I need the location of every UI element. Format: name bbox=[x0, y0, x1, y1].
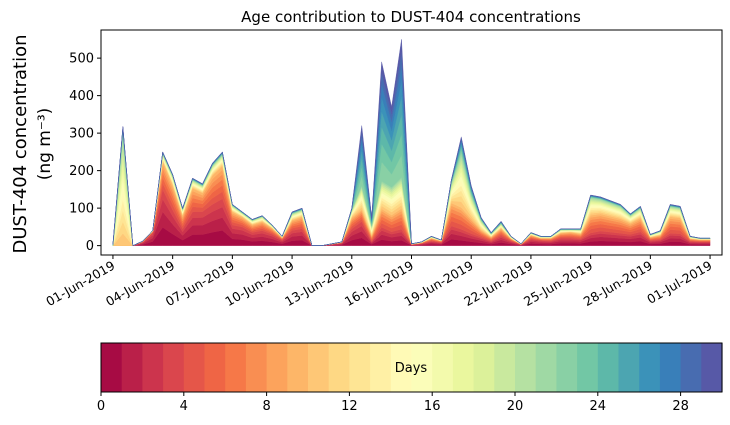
colorbar-tick-label: 0 bbox=[97, 399, 105, 414]
colorbar-bin bbox=[618, 343, 640, 392]
colorbar-bin bbox=[535, 343, 557, 392]
colorbar-bin bbox=[577, 343, 599, 392]
y-axis: 0 100 200 300 400 500 bbox=[69, 52, 101, 254]
colorbar-bin bbox=[308, 343, 330, 392]
colorbar-tick-label: 20 bbox=[507, 399, 524, 414]
y-axis-label-line2: (ng m⁻³) bbox=[35, 108, 55, 181]
colorbar-bin bbox=[680, 343, 702, 392]
colorbar-frame bbox=[100, 342, 723, 393]
colorbar-tick-label: 12 bbox=[341, 399, 358, 414]
colorbar-bin bbox=[494, 343, 516, 392]
colorbar-bin bbox=[597, 343, 620, 392]
colorbar-bin bbox=[370, 343, 392, 392]
colorbar-bin bbox=[245, 343, 268, 392]
colorbar-tick-label: 4 bbox=[180, 399, 188, 414]
colorbar-bin bbox=[515, 343, 537, 392]
colorbar-bin bbox=[328, 343, 350, 392]
colorbar-bin bbox=[266, 343, 288, 392]
colorbar-bin bbox=[163, 343, 185, 392]
y-axis-label-line1: DUST-404 concentration bbox=[10, 34, 31, 253]
colorbar-bin bbox=[121, 343, 143, 392]
colorbar-bin bbox=[287, 343, 309, 392]
colorbar: 0 4 8 12 16 20 24 28 bbox=[97, 342, 723, 414]
colorbar-bin bbox=[390, 343, 413, 392]
x-axis: 01-Jun-201904-Jun-201907-Jun-201910-Jun-… bbox=[43, 255, 715, 309]
plot-areas bbox=[112, 39, 711, 246]
colorbar-bin bbox=[639, 343, 661, 392]
colorbar-bin bbox=[183, 343, 206, 392]
colorbar-bin bbox=[452, 343, 475, 392]
y-tick-label: 400 bbox=[69, 89, 94, 104]
colorbar-tick-label: 24 bbox=[590, 399, 607, 414]
colorbar-bin bbox=[701, 343, 723, 392]
colorbar-tick-label: 28 bbox=[672, 399, 689, 414]
colorbar-bin bbox=[204, 343, 226, 392]
colorbar-tick-label: 16 bbox=[424, 399, 441, 414]
y-tick-label: 100 bbox=[69, 202, 94, 217]
colorbar-bin bbox=[142, 343, 164, 392]
chart-title: Age contribution to DUST-404 concentrati… bbox=[241, 8, 581, 26]
y-tick-label: 200 bbox=[69, 164, 94, 179]
x-tick-label: 01-Jul-2019 bbox=[644, 258, 714, 307]
area-day-29 bbox=[112, 39, 711, 246]
colorbar-label: Days bbox=[395, 361, 428, 376]
y-tick-label: 500 bbox=[69, 52, 94, 67]
colorbar-bin bbox=[473, 343, 495, 392]
colorbar-bin bbox=[225, 343, 247, 392]
colorbar-bin bbox=[432, 343, 454, 392]
colorbar-bin bbox=[349, 343, 371, 392]
colorbar-bin bbox=[659, 343, 682, 392]
y-tick-label: 300 bbox=[69, 127, 94, 142]
colorbar-bin bbox=[556, 343, 578, 392]
colorbar-bin bbox=[101, 343, 123, 392]
colorbar-bin bbox=[411, 343, 433, 392]
colorbar-tick-label: 8 bbox=[262, 399, 270, 414]
y-tick-label: 0 bbox=[86, 239, 94, 254]
